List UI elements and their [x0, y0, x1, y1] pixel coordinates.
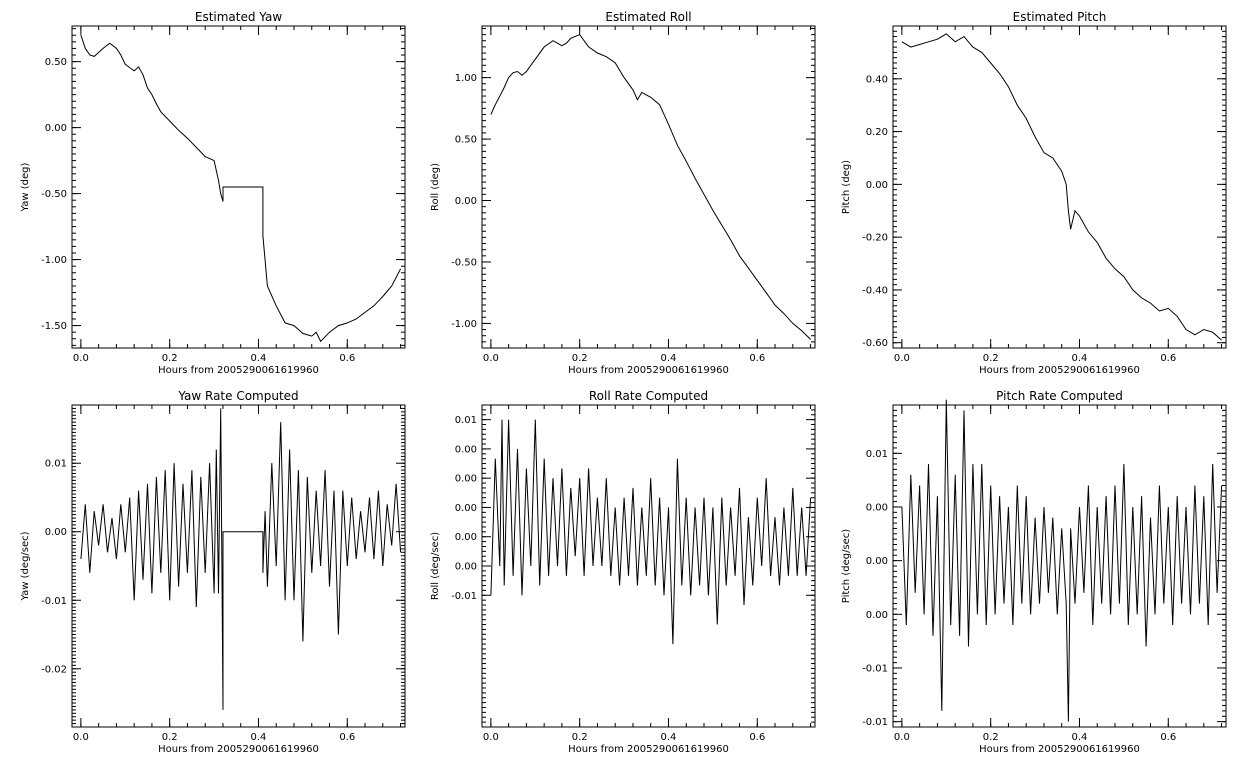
panel-estimated-pitch: 0.0 0.2 0.4 0.6 0.40 0.20 0.00 -0.20 -0.40 -0.60 E…	[841, 10, 1227, 376]
x-tick-label: 0.0	[73, 732, 89, 743]
y-axis-label: Roll (deg/sec)	[430, 532, 441, 600]
data-series-line	[901, 33, 1222, 341]
data-series-line	[490, 419, 812, 645]
y-tick-label: 0.00	[455, 503, 477, 514]
x-tick-label: 0.2	[572, 732, 588, 743]
x-tick-label: 0.6	[1160, 353, 1176, 364]
y-tick-label: -1.00	[451, 319, 477, 330]
y-tick-label: 0.00	[45, 123, 67, 134]
data-series-line	[80, 35, 402, 343]
y-tick-label: 0.00	[866, 180, 888, 191]
x-tick-label: 0.2	[162, 353, 178, 364]
y-tick-label: 0.00	[866, 502, 888, 513]
y-tick-label: 0.00	[45, 527, 67, 538]
x-axis-label: Hours from 2005290061619960	[979, 365, 1140, 376]
plot-frame	[481, 25, 816, 349]
x-tick-label: 0.4	[661, 353, 677, 364]
x-tick-label: 0.4	[661, 732, 677, 743]
y-tick-label: 0.50	[45, 57, 67, 68]
x-tick-label: 0.0	[894, 353, 910, 364]
x-axis-label: Hours from 2005290061619960	[979, 744, 1140, 755]
chart-title: Pitch Rate Computed	[996, 389, 1123, 403]
chart-title: Yaw Rate Computed	[177, 389, 298, 403]
x-tick-label: 0.6	[749, 353, 765, 364]
x-tick-label: 0.6	[339, 732, 355, 743]
panel-pitch-rate: 0.0 0.2 0.4 0.6 0.01 0.00 0.00 0.00 -0.01 -0.01 Pi…	[841, 389, 1227, 755]
x-axis-label: Hours from 2005290061619960	[568, 744, 729, 755]
y-tick-label: -0.01	[41, 596, 67, 607]
x-tick-label: 0.2	[983, 353, 999, 364]
x-axis-label: Hours from 2005290061619960	[158, 744, 319, 755]
y-tick-label: 0.40	[866, 74, 888, 85]
panel-yaw-rate: 0.0 0.2 0.4 0.6 0.01 0.00 -0.01 -0.02 Yaw Rate C…	[20, 389, 406, 755]
y-axis-label: Pitch (deg/sec)	[841, 529, 852, 604]
data-series-line	[490, 33, 811, 340]
y-axis-label: Roll (deg)	[430, 163, 441, 211]
y-axis-label: Yaw (deg)	[20, 162, 31, 212]
y-tick-label: -0.50	[41, 189, 67, 200]
y-tick-label: 0.20	[866, 127, 888, 138]
plot-frame	[892, 25, 1227, 349]
x-tick-label: 0.0	[894, 732, 910, 743]
x-tick-label: 0.0	[73, 353, 89, 364]
x-tick-label: 0.2	[983, 732, 999, 743]
x-tick-label: 0.6	[339, 353, 355, 364]
x-axis-label: Hours from 2005290061619960	[158, 365, 319, 376]
y-tick-label: -0.01	[451, 591, 477, 602]
y-tick-label: -0.01	[862, 663, 888, 674]
chart-title: Estimated Yaw	[195, 10, 282, 24]
y-tick-label: 0.00	[866, 556, 888, 567]
y-tick-label: -0.40	[862, 285, 888, 296]
x-tick-label: 0.4	[251, 732, 267, 743]
x-tick-label: 0.4	[251, 353, 267, 364]
x-axis-label: Hours from 2005290061619960	[568, 365, 729, 376]
y-tick-label: 0.00	[455, 562, 477, 573]
y-tick-label: -1.50	[41, 321, 67, 332]
y-tick-label: 0.01	[455, 415, 477, 426]
chart-title: Estimated Pitch	[1013, 10, 1107, 24]
panel-estimated-roll: 0.0 0.2 0.4 0.6 1.00 0.50 0.00 -0.50 -1.00 Estima…	[430, 10, 816, 376]
y-tick-label: 1.00	[455, 73, 477, 84]
y-tick-label: 0.00	[455, 196, 477, 207]
y-tick-label: -0.20	[862, 233, 888, 244]
panel-estimated-yaw: 0.0 0.2 0.4 0.6 0.50 0.00 -0.50 -1.00 -1.50 Estim…	[20, 10, 406, 376]
chart-title: Estimated Roll	[605, 10, 691, 24]
y-tick-label: -0.60	[862, 338, 888, 349]
x-tick-label: 0.0	[483, 732, 499, 743]
x-tick-label: 0.4	[1072, 732, 1088, 743]
data-series-line	[901, 399, 1223, 722]
chart-title: Roll Rate Computed	[589, 389, 708, 403]
y-tick-label: 0.00	[455, 444, 477, 455]
y-tick-label: 0.00	[866, 610, 888, 621]
y-tick-label: -0.01	[862, 717, 888, 728]
x-tick-label: 0.2	[162, 732, 178, 743]
y-tick-label: -1.00	[41, 255, 67, 266]
plot-frame	[481, 404, 816, 728]
y-tick-label: -0.02	[41, 664, 67, 675]
y-tick-label: 0.00	[455, 532, 477, 543]
x-tick-label: 0.4	[1072, 353, 1088, 364]
y-tick-label: 0.01	[866, 449, 888, 460]
y-tick-label: 0.50	[455, 135, 477, 146]
data-series-line	[80, 408, 402, 710]
panel-roll-rate: 0.0 0.2 0.4 0.6 0.01 0.00 0.00 0.00 0.00 0.00 -0.0…	[430, 389, 816, 755]
x-tick-label: 0.6	[749, 732, 765, 743]
y-axis-label: Yaw (deg/sec)	[20, 531, 31, 601]
plot-frame	[71, 404, 406, 728]
y-axis-label: Pitch (deg)	[841, 160, 852, 214]
y-tick-label: -0.50	[451, 257, 477, 268]
y-tick-label: 0.00	[455, 474, 477, 485]
x-tick-label: 0.2	[572, 353, 588, 364]
x-tick-label: 0.0	[483, 353, 499, 364]
x-tick-label: 0.6	[1160, 732, 1176, 743]
y-tick-label: 0.01	[45, 459, 67, 470]
